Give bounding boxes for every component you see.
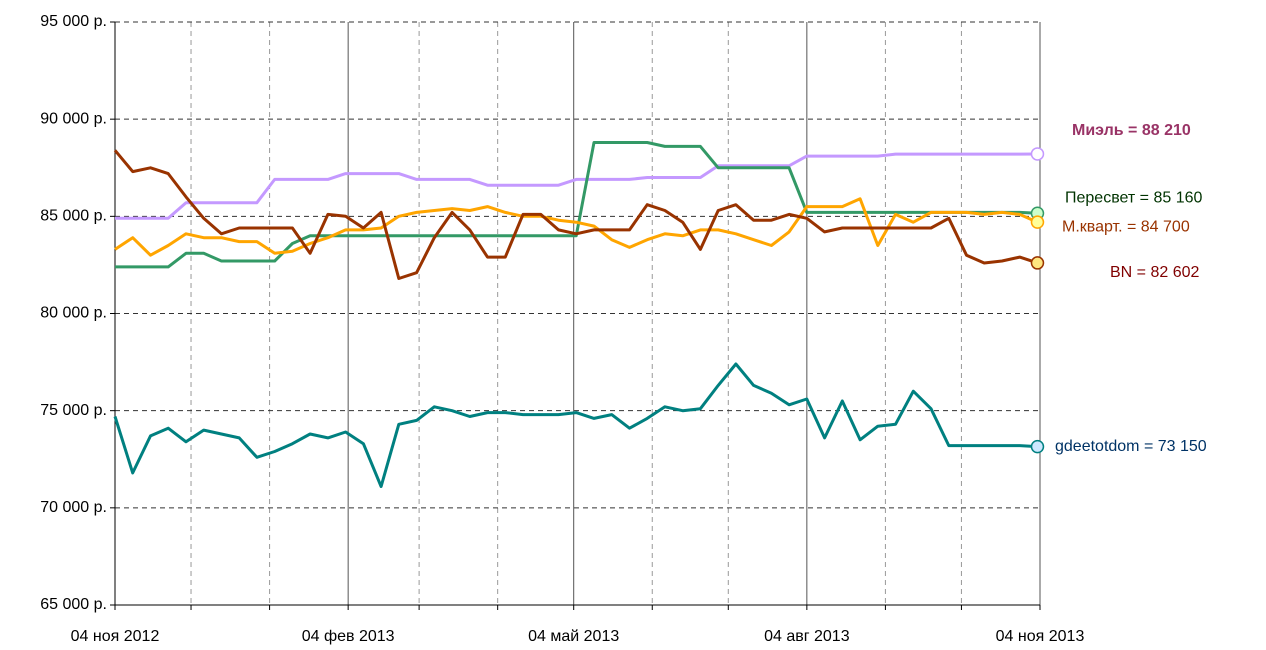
- y-tick-label: 90 000 р.: [40, 110, 107, 127]
- end-marker: [1030, 256, 1045, 270]
- y-tick-label: 95 000 р.: [40, 13, 107, 30]
- x-tick-label: 04 авг 2013: [764, 628, 850, 645]
- series-line: [115, 141, 1038, 269]
- series-line: [113, 362, 1038, 488]
- x-tick-label: 04 фев 2013: [302, 628, 395, 645]
- end-label: gdeetotdom = 73 150: [1055, 438, 1207, 455]
- end-marker: [1030, 215, 1045, 229]
- series-line: [113, 149, 1038, 280]
- end-marker: [1030, 439, 1045, 454]
- series-line: [114, 197, 1039, 257]
- y-tick-label: 80 000 р.: [40, 305, 107, 322]
- end-label: Миэль = 88 210: [1072, 122, 1191, 139]
- y-tick-label: 85 000 р.: [40, 208, 107, 225]
- y-tick-label: 65 000 р.: [40, 596, 107, 613]
- end-marker: [1030, 147, 1045, 161]
- x-tick-label: 04 ноя 2013: [996, 628, 1085, 645]
- end-label: М.кварт. = 84 700: [1062, 218, 1190, 235]
- x-tick-label: 04 май 2013: [528, 628, 619, 645]
- end-label: BN = 82 602: [1110, 264, 1200, 281]
- end-label: Пересвет = 85 160: [1065, 189, 1202, 206]
- series-line: [115, 152, 1038, 220]
- x-tick-label: 04 ноя 2012: [71, 628, 160, 645]
- y-tick-label: 70 000 р.: [40, 499, 107, 516]
- y-tick-label: 75 000 р.: [40, 402, 107, 419]
